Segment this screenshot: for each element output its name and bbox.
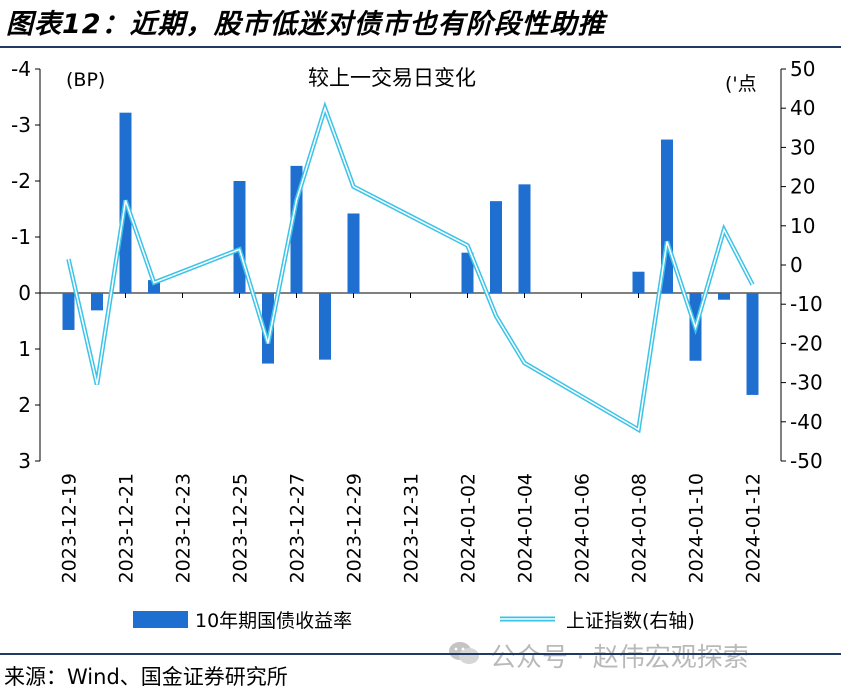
x-tick-label: 2024-01-02 [458,473,480,583]
right-tick-label: -30 [790,371,823,395]
left-tick-label: 3 [18,449,31,473]
x-tick-label: 2024-01-10 [686,473,708,583]
wechat-icon [449,642,479,664]
x-tick-label: 2024-01-04 [515,473,537,583]
left-tick-label: 2 [18,393,31,417]
left-tick-label: -2 [11,169,31,193]
bar [91,293,103,311]
x-tick-label: 2024-01-06 [572,473,594,583]
right-axis-unit: ('点 [725,73,757,95]
bar [490,201,502,293]
right-tick-label: 20 [790,175,815,199]
x-tick-label: 2023-12-23 [173,473,195,583]
right-tick-label: -20 [790,331,823,355]
bar [319,293,331,360]
bar-series [62,112,759,395]
right-tick-label: 50 [790,57,815,81]
right-tick-label: -10 [790,292,823,316]
bar [746,293,759,395]
index-line [66,101,755,434]
left-tick-label: 1 [18,337,31,361]
right-axis: 50 40 30 20 10 0 -10 -20 -30 -40 -50 [781,57,823,473]
left-tick-label: -4 [11,57,31,81]
right-tick-label: -40 [790,410,823,434]
source-rule [0,653,841,655]
watermark: 公众号 · 赵伟宏观探索 [490,643,749,673]
legend-bar-label: 10年期国债收益率 [195,610,352,632]
figure-title: 图表12：近期，股市低迷对债市也有阶段性助推 [6,9,606,40]
left-tick-label: -1 [11,225,31,249]
right-tick-label: -50 [790,449,823,473]
left-tick-label: 0 [18,281,31,305]
bar [718,293,730,300]
x-tick-label: 2023-12-21 [116,473,138,583]
legend: 10年期国债收益率 上证指数(右轴) [133,610,695,632]
x-tick-label: 2023-12-31 [401,473,423,583]
bar [632,271,645,293]
title-rule [0,46,841,48]
bar [62,293,75,330]
left-axis: -4 -3 -2 -1 0 1 2 3 [11,57,40,473]
source-note: 来源：Wind、国金证券研究所 [4,665,288,689]
x-tick-label: 2023-12-25 [230,473,252,583]
right-tick-label: 30 [790,135,815,159]
x-axis: 2023-12-19 2023-12-21 2023-12-23 2023-12-25… [59,293,765,583]
x-tick-label: 2023-12-27 [287,473,309,583]
index-line-core [67,105,754,431]
right-tick-label: 10 [790,214,815,238]
bar [518,184,531,293]
legend-bar-swatch [133,611,188,628]
legend-line-label: 上证指数(右轴) [566,610,695,632]
bar [347,213,360,293]
x-tick-label: 2023-12-29 [344,473,366,583]
bar [461,252,474,293]
right-tick-label: 0 [790,253,803,277]
chart-title: 较上一交易日变化 [308,66,476,90]
x-tick-label: 2023-12-19 [59,473,81,583]
right-tick-label: 40 [790,96,815,120]
x-tick-label: 2024-01-08 [629,473,651,583]
bar [262,293,274,364]
bar [233,181,246,293]
left-tick-label: -3 [11,113,31,137]
x-tick-label: 2024-01-12 [743,473,765,583]
left-axis-unit: (BP) [66,69,105,91]
line-series [66,101,755,434]
